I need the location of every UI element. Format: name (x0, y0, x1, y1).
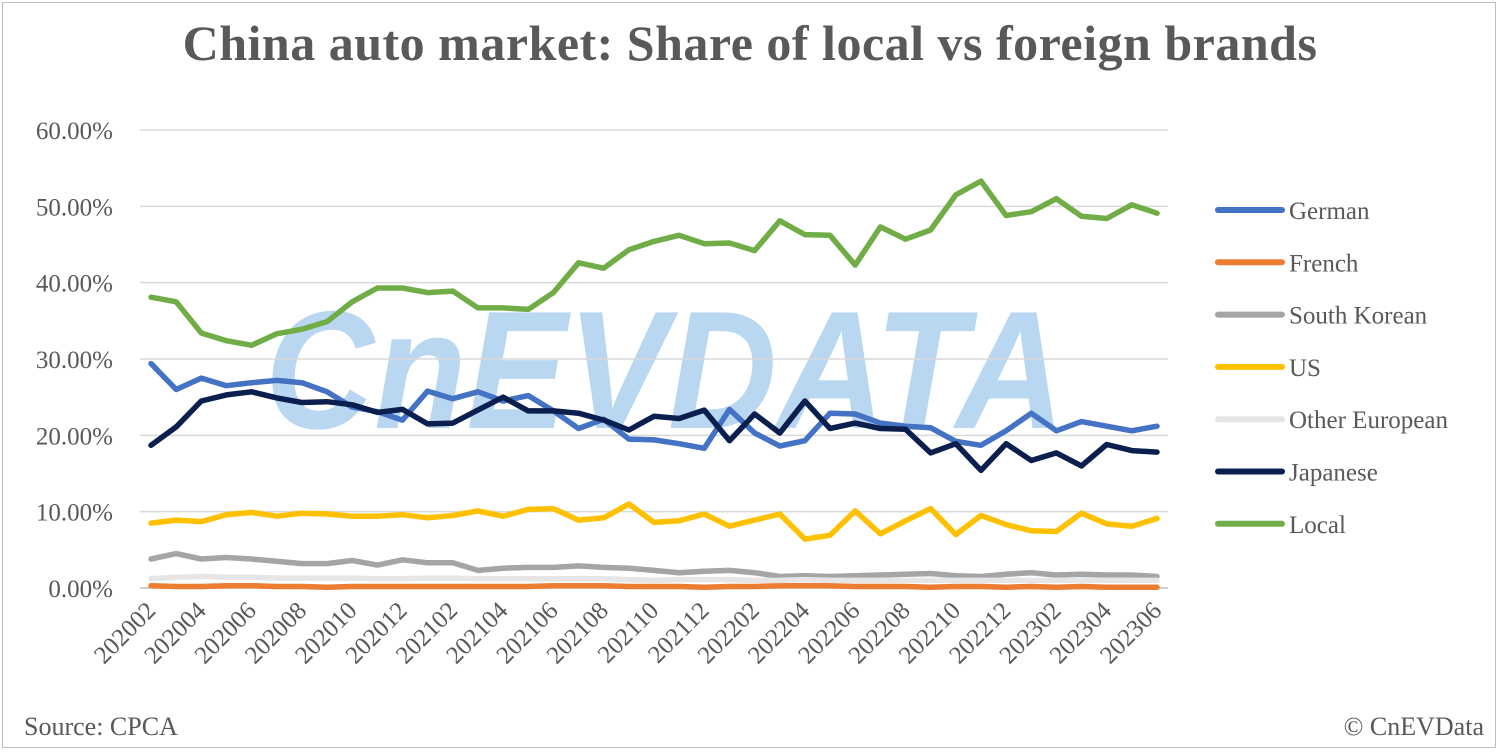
y-tick-label: 0.00% (48, 576, 113, 603)
y-tick-label: 30.00% (36, 347, 113, 374)
series-line-japanese (148, 389, 1160, 474)
series-line-german (148, 360, 1160, 452)
legend-label-french: French (1289, 250, 1359, 277)
y-tick-label: 10.00% (36, 500, 113, 527)
legend-label-japanese: Japanese (1289, 460, 1378, 487)
y-tick-label: 40.00% (36, 271, 113, 298)
legend-label-local: Local (1289, 512, 1346, 539)
y-tick-label: 60.00% (36, 118, 113, 145)
legend-label-us: US (1289, 355, 1321, 382)
watermark-logo: CnEVDATA (265, 276, 1065, 464)
series-lines (148, 178, 1160, 590)
chart-title: China auto market: Share of local vs for… (182, 15, 1318, 71)
copyright-note: © CnEVData (1343, 712, 1484, 741)
source-note: Source: CPCA (24, 712, 178, 741)
legend-label-german: German (1289, 198, 1370, 225)
y-tick-label: 50.00% (36, 194, 113, 221)
x-axis-ticks: 2020022020042020062020082020102020122021… (89, 597, 1167, 669)
y-axis-ticks: 0.00% 10.00% 20.00% 30.00% 40.00% 50.00% 60.00… (36, 118, 113, 603)
series-line-local (148, 178, 1160, 349)
series-line-other-european (148, 573, 1160, 584)
series-line-french (148, 582, 1160, 590)
series-line-us (148, 501, 1160, 542)
y-tick-label: 20.00% (36, 423, 113, 450)
legend-label-other-european: Other European (1289, 407, 1448, 434)
legend: German French South Korean US Other European… (1215, 198, 1448, 539)
series-line-south-korean (148, 550, 1160, 580)
legend-label-south-korean: South Korean (1289, 303, 1428, 330)
